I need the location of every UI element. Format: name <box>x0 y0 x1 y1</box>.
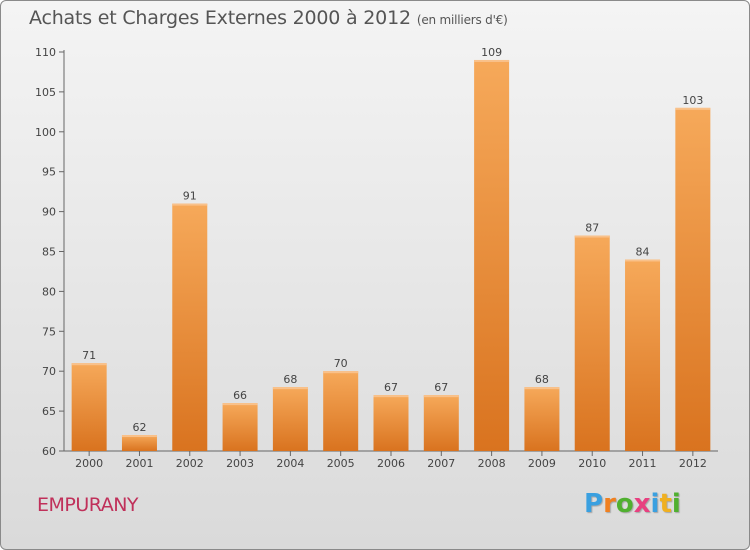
bar-value-label: 67 <box>434 381 448 394</box>
x-tick-label: 2005 <box>327 457 355 470</box>
bar <box>121 435 157 451</box>
bar-value-label: 71 <box>82 349 96 362</box>
x-tick-label: 2010 <box>578 457 606 470</box>
bar <box>373 395 409 451</box>
logo-letter: x <box>633 489 651 519</box>
bar-value-label: 62 <box>132 421 146 434</box>
x-tick-label: 2007 <box>427 457 455 470</box>
y-tick-label: 105 <box>35 86 56 99</box>
chart-data-labels: 71 62 91 66 68 70 67 67 109 68 87 84 103 <box>82 46 703 434</box>
y-tick-label: 75 <box>42 325 56 338</box>
bar <box>675 107 711 452</box>
bar-top-highlight <box>625 259 661 262</box>
bar <box>474 59 510 451</box>
x-tick-label: 2011 <box>629 457 657 470</box>
bar-value-label: 67 <box>384 381 398 394</box>
bar-top-highlight <box>71 363 107 366</box>
bar <box>222 403 258 451</box>
y-tick-label: 100 <box>35 126 56 139</box>
bar <box>625 259 661 451</box>
bar-top-highlight <box>373 395 409 398</box>
bar-top-highlight <box>323 371 359 374</box>
chart-bars <box>71 59 711 452</box>
x-tick-label: 2012 <box>679 457 707 470</box>
bar <box>423 395 459 451</box>
bar-top-highlight <box>172 203 208 206</box>
chart-title-text: Achats et Charges Externes 2000 à 2012 <box>29 7 411 29</box>
logo-letter: r <box>603 489 616 519</box>
x-tick-label: 2000 <box>75 457 103 470</box>
city-name: EMPURANY <box>37 494 139 516</box>
bar <box>574 235 610 451</box>
x-tick-label: 2002 <box>176 457 204 470</box>
x-tick-label: 2003 <box>226 457 254 470</box>
bar-top-highlight <box>272 387 308 390</box>
bar-top-highlight <box>121 435 157 438</box>
x-tick-label: 2009 <box>528 457 556 470</box>
logo-letter: i <box>650 489 660 519</box>
logo-letter: P <box>584 489 604 519</box>
x-tick-label: 2006 <box>377 457 405 470</box>
bar-top-highlight <box>474 59 510 62</box>
logo-letter: o <box>615 489 634 519</box>
bar-top-highlight <box>222 403 258 406</box>
bar-value-label: 66 <box>233 389 247 402</box>
y-tick-label: 60 <box>42 445 56 458</box>
y-tick-label: 70 <box>42 365 56 378</box>
bar-value-label: 91 <box>183 190 197 203</box>
logo-letter: t <box>659 489 672 519</box>
bar-value-label: 87 <box>585 222 599 235</box>
bar-top-highlight <box>574 235 610 238</box>
bar-value-label: 103 <box>682 94 703 107</box>
chart-subtitle: (en milliers d'€) <box>416 13 508 27</box>
x-tick-label: 2001 <box>125 457 153 470</box>
y-tick-label: 80 <box>42 285 56 298</box>
proxiti-logo: Proxiti <box>584 489 681 519</box>
y-tick-label: 95 <box>42 166 56 179</box>
x-tick-label: 2008 <box>478 457 506 470</box>
bar-value-label: 70 <box>334 357 348 370</box>
bar-top-highlight <box>675 107 711 110</box>
bar <box>323 371 359 451</box>
x-tick-label: 2004 <box>276 457 304 470</box>
logo-letter: i <box>671 489 681 519</box>
bar-top-highlight <box>423 395 459 398</box>
y-tick-label: 85 <box>42 246 56 259</box>
y-tick-label: 110 <box>35 46 56 59</box>
bar-value-label: 68 <box>535 373 549 386</box>
bar-value-label: 84 <box>636 245 650 258</box>
bar <box>524 387 560 451</box>
bar <box>172 203 208 451</box>
bar <box>71 363 107 451</box>
bar-value-label: 68 <box>283 373 297 386</box>
bar <box>272 387 308 451</box>
y-tick-label: 90 <box>42 206 56 219</box>
y-tick-label: 65 <box>42 405 56 418</box>
chart-title: Achats et Charges Externes 2000 à 2012 (e… <box>29 7 508 29</box>
bar-value-label: 109 <box>481 46 502 59</box>
bar-top-highlight <box>524 387 560 390</box>
